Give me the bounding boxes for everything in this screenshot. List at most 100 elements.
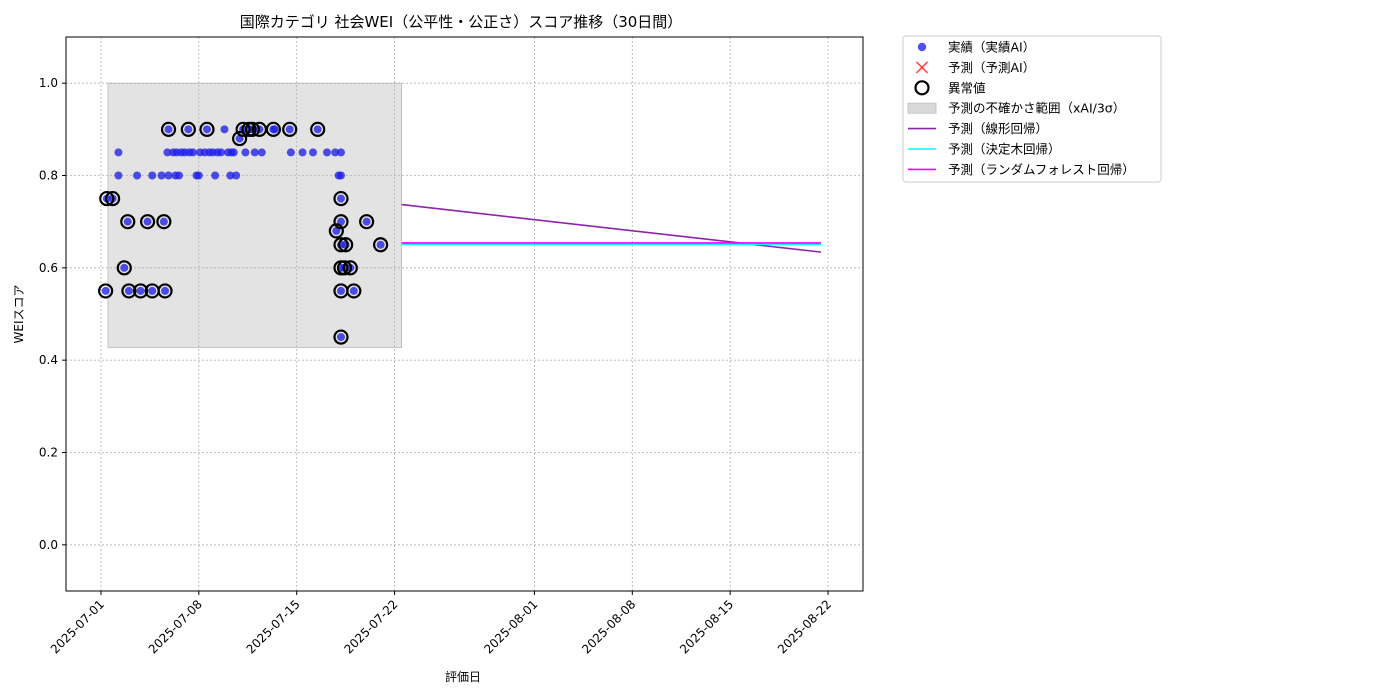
y-tick-label: 0.2	[39, 446, 58, 460]
actual-point	[286, 148, 295, 157]
actual-point	[161, 286, 170, 295]
anomaly-marker	[282, 121, 298, 137]
anomaly-marker	[265, 121, 282, 137]
actual-point	[159, 217, 168, 226]
anomaly-marker	[342, 260, 358, 276]
actual-point	[189, 148, 198, 157]
y-tick-label: 0.6	[39, 261, 58, 275]
anomaly-marker	[235, 121, 251, 137]
actual-point	[309, 148, 318, 157]
anomaly-marker	[98, 283, 114, 299]
actual-point	[331, 148, 340, 157]
anomaly-marker	[310, 121, 326, 137]
legend-label-anomaly: 異常値	[948, 80, 986, 95]
anomaly-marker	[99, 190, 115, 207]
anomaly-marker	[180, 121, 196, 137]
actual-point	[184, 125, 193, 134]
legend-marker-actual	[917, 42, 927, 52]
anomaly-marker	[336, 260, 353, 276]
actual-point	[163, 148, 172, 157]
anomaly-marker	[346, 283, 362, 299]
actual-point	[323, 148, 332, 157]
actual-point	[298, 148, 307, 157]
anomaly-marker	[157, 283, 173, 299]
anomaly-marker	[105, 190, 121, 207]
legend-label-uncertainty: 予測の不確かさ範囲（xAI/3σ）	[948, 101, 1125, 116]
actual-point	[349, 286, 358, 295]
anomaly-marker	[139, 214, 156, 230]
chart-title: 国際カテゴリ 社会WEI（公平性・公正さ）スコア推移（30日間）	[240, 13, 683, 31]
actual-point	[202, 125, 211, 134]
legend-box	[902, 35, 1162, 183]
actual-point	[123, 217, 132, 226]
anomaly-marker	[120, 214, 136, 230]
y-tick-label: 1.0	[39, 76, 58, 90]
actual-point	[229, 148, 238, 157]
actual-point	[336, 148, 345, 157]
actual-point	[241, 148, 250, 157]
actual-point	[216, 148, 225, 157]
actual-point	[194, 171, 203, 180]
y-tick-label: 0.8	[39, 169, 58, 183]
plot-frame	[65, 36, 864, 592]
anomaly-marker	[160, 121, 177, 137]
actual-point	[270, 125, 279, 134]
anomaly-marker	[333, 237, 349, 253]
legend-label-actual: 実績（実績AI）	[948, 40, 1035, 55]
anomaly-marker	[244, 121, 261, 137]
anomaly-marker	[156, 214, 172, 230]
actual-point	[101, 286, 110, 295]
actual-point	[257, 148, 266, 157]
anomaly-marker	[333, 214, 349, 230]
actual-point	[164, 171, 173, 180]
actual-point	[124, 286, 133, 295]
actual-point	[211, 171, 220, 180]
legend-label-linear: 予測（線形回帰）	[948, 121, 1048, 136]
actual-point	[226, 171, 235, 180]
actual-point	[136, 286, 145, 295]
actual-point	[114, 171, 123, 180]
actual-point	[157, 171, 166, 180]
anomaly-marker	[328, 223, 344, 239]
anomaly-marker	[373, 237, 389, 253]
anomaly-marker	[232, 130, 248, 147]
actual-point	[143, 217, 152, 226]
anomaly-marker	[359, 214, 375, 230]
legend-cross-stroke	[915, 61, 929, 74]
legend-label-predicted: 予測（予測AI）	[948, 60, 1035, 75]
y-tick-label: 0.4	[39, 353, 58, 367]
actual-point	[114, 148, 123, 157]
anomaly-marker	[132, 283, 149, 299]
actual-point	[250, 148, 259, 157]
actual-point	[336, 171, 345, 180]
actual-point	[164, 125, 173, 134]
actual-point	[133, 171, 142, 180]
anomaly-marker	[199, 121, 215, 137]
actual-point	[285, 125, 294, 134]
anomaly-marker	[333, 190, 349, 207]
anomaly-marker	[338, 237, 354, 253]
anomaly-marker	[333, 329, 349, 345]
x-axis-label: 評価日	[445, 669, 481, 684]
actual-point	[220, 125, 229, 134]
legend-label-tree: 予測（決定木回帰）	[948, 142, 1061, 157]
legend-marker-uncertainty	[907, 102, 937, 114]
y-axis-label: WEIスコア	[12, 285, 26, 344]
actual-point	[336, 217, 345, 226]
actual-point	[332, 226, 341, 235]
legend-marker-predicted	[915, 61, 929, 74]
anomaly-marker	[116, 260, 132, 276]
legend-label-forest: 予測（ランダムフォレスト回帰）	[948, 162, 1135, 177]
actual-point	[336, 286, 345, 295]
actual-point	[362, 217, 371, 226]
actual-point	[313, 125, 322, 134]
actual-point	[232, 171, 241, 180]
actual-point	[336, 194, 345, 203]
actual-point	[336, 333, 345, 342]
actual-point	[175, 171, 184, 180]
y-tick-label: 0.0	[39, 538, 58, 552]
actual-point	[376, 240, 385, 249]
